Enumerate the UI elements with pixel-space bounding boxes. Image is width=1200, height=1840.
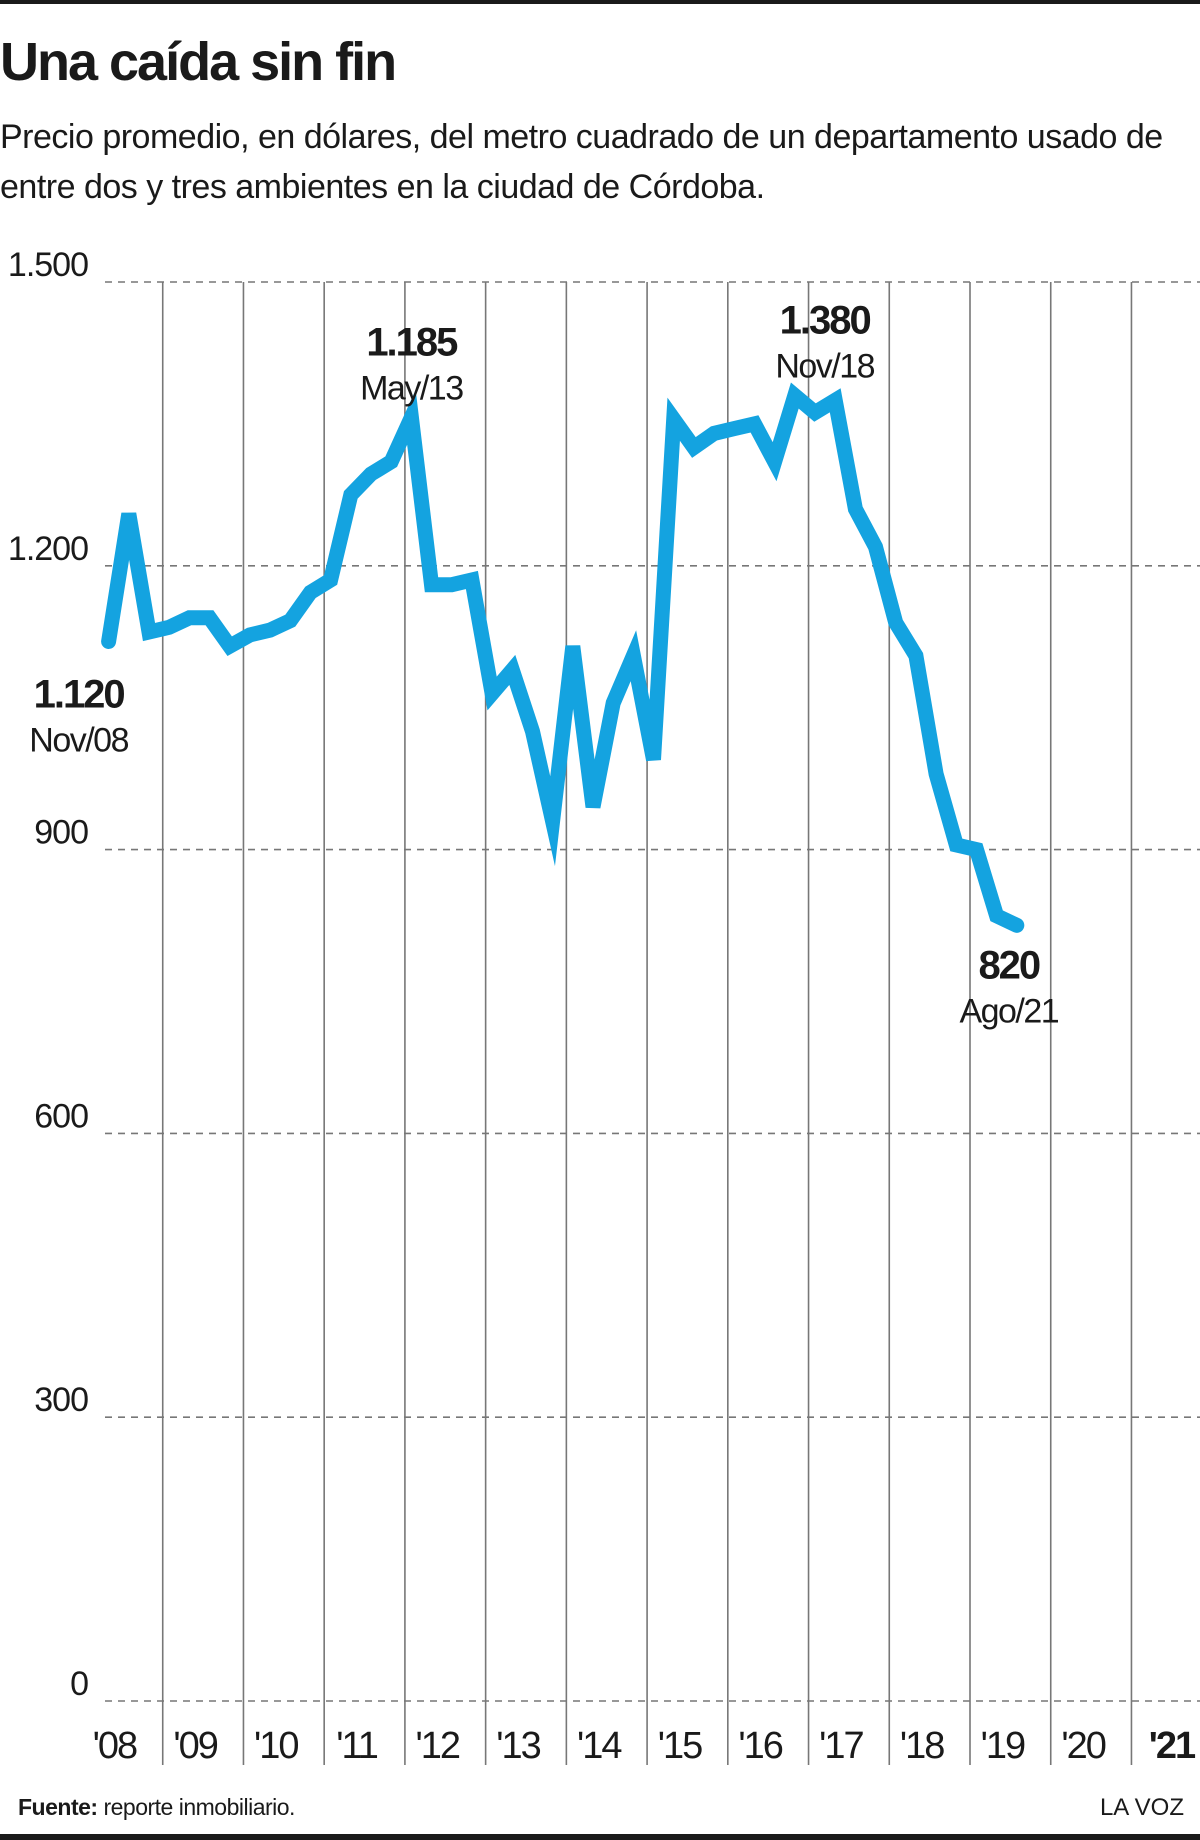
x-tick-label: '19 [981, 1725, 1025, 1767]
annotation-value: 1.380 [780, 299, 871, 343]
x-tick-label: '20 [1061, 1725, 1105, 1767]
y-tick-label: 0 [70, 1665, 88, 1703]
y-tick-label: 1.200 [8, 530, 88, 568]
annotation-date: Nov/08 [29, 721, 128, 759]
annotation-value: 1.185 [366, 320, 458, 364]
publisher-brand: LA VOZ [1099, 1794, 1184, 1821]
top-rule [0, 0, 1200, 4]
annotation-value: 820 [978, 943, 1039, 987]
chart-title: Una caída sin fin [0, 32, 397, 92]
series-line [101, 382, 1025, 933]
x-tick-label: '18 [900, 1725, 944, 1767]
x-tick-label: '14 [577, 1725, 622, 1767]
annotation-value: 1.120 [34, 672, 125, 716]
horizontal-gridlines [105, 281, 1200, 1702]
x-tick-label: '15 [658, 1725, 702, 1767]
source-note: Fuente: reporte inmobiliario. [18, 1794, 295, 1821]
annotation-date: May/13 [360, 369, 463, 407]
x-tick-label: '09 [173, 1725, 217, 1767]
x-tick-label: '12 [416, 1725, 460, 1767]
chart-subtitle: Precio promedio, en dólares, del metro c… [0, 118, 1163, 206]
data-series [101, 382, 1025, 933]
vertical-gridlines [161, 282, 1133, 1765]
annotations: 1.120 Nov/08 1.185 May/13 1.380 Nov/18 820 Ago/… [29, 299, 1060, 1031]
y-tick-label: 900 [34, 814, 88, 852]
y-tick-label: 300 [34, 1381, 88, 1419]
annotation-date: Ago/21 [959, 992, 1058, 1030]
x-axis-tick-labels: '08 '09 '10 '11 '12 '13 '14 '15 '16 '17 '18 '19 '20 '… [93, 1725, 1198, 1767]
x-tick-label: '21 [1149, 1725, 1196, 1767]
annotation-date: Nov/18 [775, 348, 874, 386]
x-tick-label: '13 [496, 1725, 540, 1767]
bottom-rule [0, 1834, 1200, 1840]
y-tick-label: 1.500 [8, 246, 88, 284]
x-tick-label: '10 [254, 1725, 298, 1767]
source-text: reporte inmobiliario. [103, 1794, 295, 1820]
y-tick-label: 600 [34, 1097, 88, 1135]
x-tick-label: '17 [819, 1725, 863, 1767]
source-label: Fuente: [18, 1794, 98, 1820]
x-tick-label: '16 [738, 1725, 782, 1767]
x-tick-label: '11 [336, 1725, 378, 1767]
y-axis-tick-labels: 0 300 600 900 1.200 1.500 [8, 246, 89, 1703]
x-tick-label: '08 [93, 1725, 137, 1767]
